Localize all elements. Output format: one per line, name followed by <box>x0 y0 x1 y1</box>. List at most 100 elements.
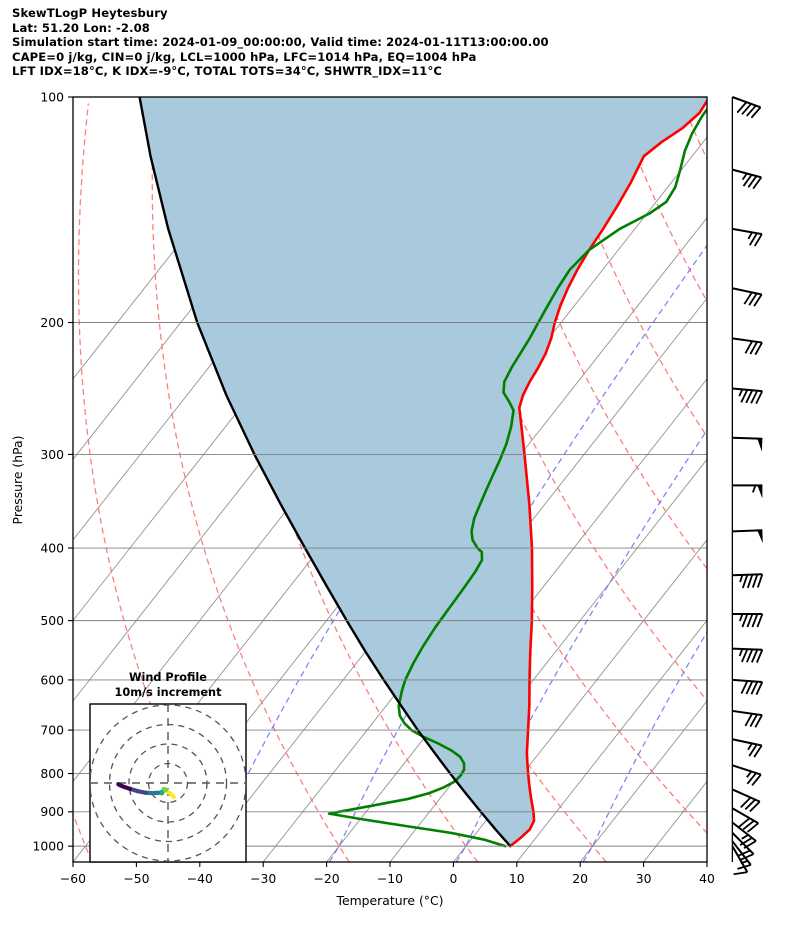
pressure-tick-label: 700 <box>40 722 64 737</box>
wind-barb <box>731 788 761 813</box>
dry-adiabat-line <box>77 103 222 862</box>
isotherm-line <box>262 297 707 862</box>
barb-full <box>741 613 749 628</box>
barb-full <box>740 389 749 403</box>
wind-barb <box>731 832 755 861</box>
barb-full <box>753 744 763 758</box>
barb-full <box>740 680 749 694</box>
barb-full <box>743 291 753 305</box>
barb-full <box>751 574 759 588</box>
header-cape-line: CAPE=0 j/kg, CIN=0 j/kg, LCL=1000 hPa, L… <box>12 49 477 64</box>
barb-half <box>741 834 749 840</box>
wind-barb <box>732 709 763 728</box>
barb-half <box>738 389 744 397</box>
isotherm-line <box>579 700 707 862</box>
temperature-tick-label: 0 <box>449 871 457 886</box>
barb-full <box>746 648 754 663</box>
wind-barb <box>732 573 764 589</box>
hodograph-title: Wind Profile <box>129 671 207 684</box>
barb-full <box>749 713 758 728</box>
isotherm-line <box>770 97 794 862</box>
barb-shaft <box>731 845 749 873</box>
hodograph-inset <box>89 703 247 863</box>
isotherm-line <box>516 619 707 862</box>
moist-adiabat-line <box>582 630 707 862</box>
barb-full <box>750 681 759 695</box>
barb-full <box>736 101 748 114</box>
hodograph-trace-segment <box>116 782 123 788</box>
pressure-tick-label: 300 <box>40 447 64 462</box>
y-axis-label: Pressure (hPa) <box>10 436 25 525</box>
temperature-tick-label: −50 <box>123 871 149 886</box>
barb-full <box>754 714 763 728</box>
barb-full <box>733 871 748 876</box>
barb-full <box>751 649 759 663</box>
barb-full <box>741 574 749 589</box>
wind-barb <box>731 807 759 833</box>
barb-flag <box>757 530 763 544</box>
pressure-tick-label: 900 <box>40 804 64 819</box>
barb-shaft <box>732 709 763 717</box>
hodograph-subtitle: 10m/s increment <box>115 686 223 699</box>
barb-shaft <box>732 168 762 179</box>
wind-barb <box>732 168 763 190</box>
wind-barb <box>732 227 763 247</box>
barb-half <box>739 613 744 622</box>
barb-full <box>751 613 759 628</box>
barb-flag <box>757 485 763 499</box>
barb-full <box>738 817 751 828</box>
header-indices-line: LFT IDX=18°C, K IDX=-9°C, TOTAL TOTS=34°… <box>12 64 442 79</box>
barb-full <box>740 796 752 809</box>
temperature-tick-label: 10 <box>509 871 525 886</box>
pressure-tick-label: 800 <box>40 766 64 781</box>
temperature-tick-label: −30 <box>250 871 276 886</box>
barb-full <box>748 292 758 306</box>
barb-full <box>744 713 753 727</box>
wind-barb-column <box>731 96 764 876</box>
temperature-tick-label: −40 <box>187 871 213 886</box>
barb-full <box>741 648 749 663</box>
barb-full <box>742 820 755 831</box>
barb-full <box>756 573 764 588</box>
barb-full <box>745 680 754 695</box>
barb-full <box>745 389 754 404</box>
barb-full <box>750 390 759 404</box>
temperature-tick-label: −10 <box>377 871 403 886</box>
dry-adiabat-line <box>151 103 350 862</box>
barb-half <box>752 485 757 493</box>
barb-full <box>755 390 764 405</box>
wind-barb <box>732 337 763 356</box>
barb-full <box>746 613 754 628</box>
barb-full <box>736 849 751 858</box>
barb-shaft <box>732 227 763 236</box>
barb-full <box>756 649 764 663</box>
barb-full <box>744 340 753 354</box>
barb-shaft <box>732 738 762 747</box>
dry-adiabat-line <box>681 103 707 161</box>
x-axis-label: Temperature (°C) <box>336 893 444 908</box>
dry-adiabat-line <box>549 103 707 438</box>
wind-barb <box>732 678 764 696</box>
curve-dewpoint <box>327 107 707 848</box>
barb-full <box>744 798 756 811</box>
header-latlon: Lat: 51.20 Lon: -2.08 <box>12 20 150 35</box>
pressure-tick-label: 400 <box>40 540 64 555</box>
barb-full <box>746 772 757 785</box>
temperature-tick-label: 20 <box>572 871 588 886</box>
wind-barb <box>732 647 764 663</box>
barb-full <box>753 293 763 307</box>
wind-barb <box>732 436 763 452</box>
wind-barb <box>732 484 763 499</box>
barb-full <box>748 743 758 757</box>
isotherm-line <box>643 780 707 862</box>
wind-barb <box>732 96 762 119</box>
temperature-axis-ticks: −60 −50 −40 −30 −20 −10 0 10 20 30 40 <box>60 862 715 886</box>
barb-full <box>747 175 758 188</box>
barb-full <box>753 233 763 247</box>
pressure-tick-label: 200 <box>40 315 64 330</box>
wind-barb <box>732 529 763 544</box>
temperature-tick-label: 40 <box>699 871 715 886</box>
barb-shaft <box>731 788 761 803</box>
pressure-tick-label: 500 <box>40 613 64 628</box>
isotherm-line <box>453 539 707 862</box>
